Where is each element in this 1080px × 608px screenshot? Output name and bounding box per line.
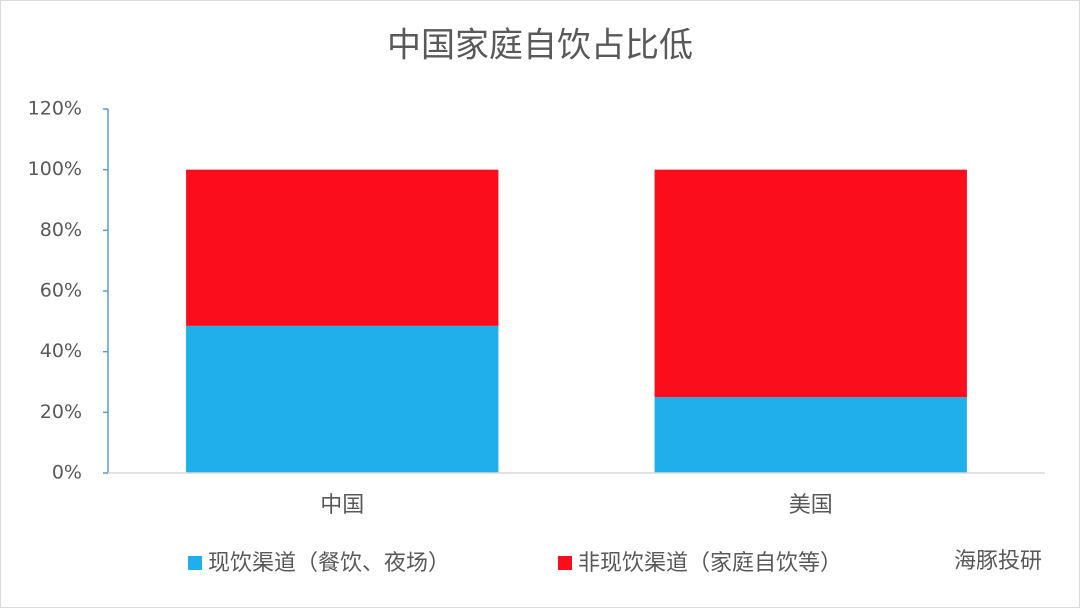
legend-label: 非现饮渠道（家庭自饮等） [578, 551, 842, 576]
legend-swatch [558, 556, 572, 570]
x-tick-label: 中国 [320, 493, 364, 518]
y-tick-label: 80% [40, 219, 82, 241]
bar-segment [186, 325, 499, 473]
y-tick-label: 0% [52, 462, 82, 484]
y-tick-label: 120% [28, 98, 82, 120]
y-tick-label: 20% [40, 401, 82, 423]
bar-segment [654, 169, 967, 398]
watermark: 海豚投研 [954, 549, 1042, 574]
y-tick-label: 40% [40, 340, 82, 362]
y-tick-label: 60% [40, 280, 82, 302]
bar-segment [654, 397, 967, 473]
x-tick-label: 美国 [789, 493, 833, 518]
bar-segment [186, 169, 499, 326]
chart-title: 中国家庭自饮占比低 [387, 26, 693, 66]
legend-swatch [188, 556, 202, 570]
y-tick-label: 100% [28, 158, 82, 180]
legend-label: 现饮渠道（餐饮、夜场） [208, 551, 450, 576]
